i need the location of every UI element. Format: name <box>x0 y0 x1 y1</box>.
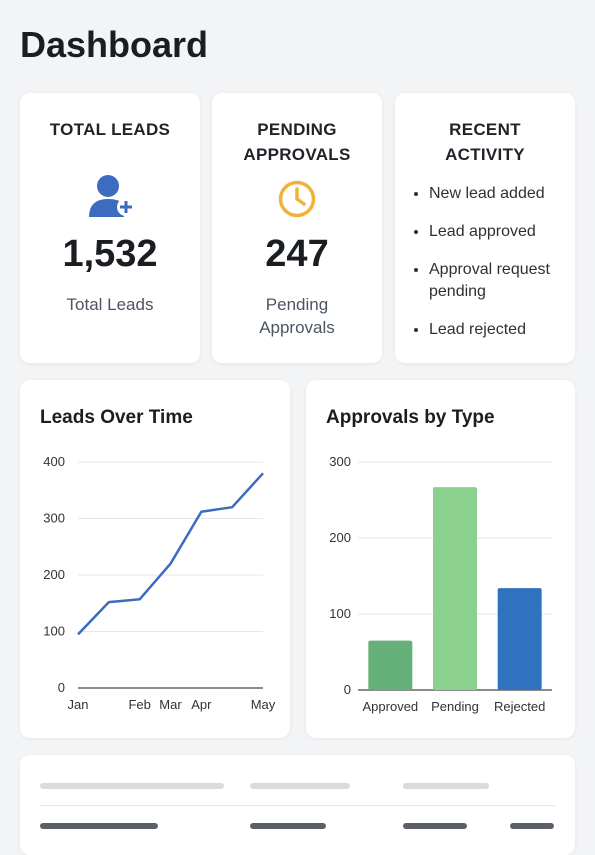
y-tick-label: 400 <box>43 454 65 469</box>
stat-card: PENDING APPROVALS 247 Pending Approvals <box>212 93 382 363</box>
card-title: RECENT ACTIVITY <box>445 120 525 164</box>
y-tick-label: 200 <box>43 567 65 582</box>
activity-card: RECENT ACTIVITY New lead addedLead appro… <box>395 93 575 363</box>
skeleton-line <box>403 783 489 789</box>
stat-value: 1,532 <box>62 233 158 275</box>
chart: Leads Over Time 0 100 200 300 400 Jan Feb Mar Apr… <box>40 407 276 712</box>
chart-title: Approvals by Type <box>326 407 495 428</box>
activity-item: Lead rejected <box>429 319 579 341</box>
x-tick-label: Pending <box>431 699 479 714</box>
x-tick-label: May <box>251 697 276 712</box>
skeleton-line <box>250 783 350 789</box>
stat-label: Pending Approvals <box>259 295 335 337</box>
chart-card: Approvals by Type 0 100 200 300 Approved Pendi… <box>306 380 575 738</box>
stat-label: Total Leads <box>66 295 154 314</box>
skeleton-line <box>250 823 326 829</box>
skeleton-line <box>403 823 467 829</box>
x-tick-label: Feb <box>128 697 150 712</box>
y-tick-label: 0 <box>58 680 65 695</box>
skeleton-line <box>40 783 224 789</box>
activity-item: Approval request pending <box>429 259 579 303</box>
table-skeleton <box>20 755 575 855</box>
x-tick-label: Mar <box>159 697 182 712</box>
stat-card: TOTAL LEADS 1,532 Total Leads <box>20 93 200 363</box>
bar <box>433 487 477 690</box>
y-tick-label: 100 <box>329 606 351 621</box>
activity-item: Lead approved <box>429 221 579 243</box>
activity-item: New lead added <box>429 183 579 205</box>
chart: Approvals by Type 0 100 200 300 Approved Pendi… <box>326 407 552 714</box>
page-title: Dashboard <box>20 24 209 65</box>
skeleton-line <box>510 823 554 829</box>
bar <box>368 640 413 690</box>
clock-icon <box>278 180 316 218</box>
line-series <box>77 472 264 636</box>
activity-list: New lead added Lead approved Approval requ… <box>411 183 579 357</box>
card-title: PENDING APPROVALS <box>243 120 351 164</box>
y-tick-label: 0 <box>344 682 351 697</box>
x-tick-label: Rejected <box>494 699 545 714</box>
skeleton-line <box>40 823 158 829</box>
y-tick-label: 100 <box>43 624 65 639</box>
x-tick-label: Apr <box>191 697 212 712</box>
user-add-icon <box>89 175 135 217</box>
y-tick-label: 300 <box>329 454 351 469</box>
y-tick-label: 300 <box>43 511 65 526</box>
chart-title: Leads Over Time <box>40 407 193 428</box>
divider <box>40 805 555 806</box>
x-tick-label: Approved <box>363 699 419 714</box>
chart-card: Leads Over Time 0 100 200 300 400 Jan Feb Mar Apr… <box>20 380 290 738</box>
card-title: TOTAL LEADS <box>49 120 171 139</box>
x-tick-label: Jan <box>68 697 89 712</box>
bar <box>497 588 542 690</box>
stat-value: 247 <box>265 233 329 275</box>
y-tick-label: 200 <box>329 530 351 545</box>
